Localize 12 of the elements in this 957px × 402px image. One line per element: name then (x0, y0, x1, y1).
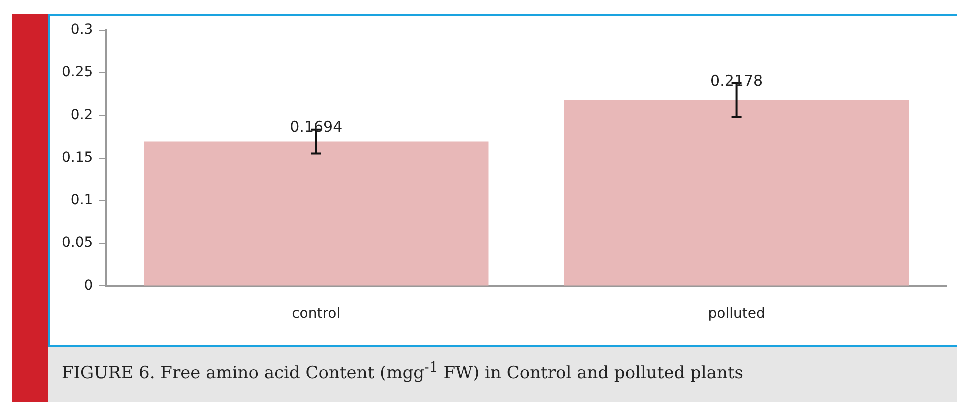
y-tick-label: 0.2 (70, 107, 94, 124)
caption: FIGURE 6. Free amino acid Content (mgg$^{-1}$ FW) in Control and polluted plants (48, 345, 957, 402)
data-label: 0.1694 (290, 118, 343, 136)
data-label: 0.2178 (710, 72, 764, 90)
y-tick-label: 0.15 (62, 150, 94, 166)
y-tick-label: 0 (84, 278, 94, 294)
x-tick-label: control (292, 306, 341, 322)
y-tick-label: 0.25 (62, 64, 94, 81)
y-tick-label: 0.3 (70, 22, 94, 38)
y-tick-label: 0.05 (62, 235, 94, 252)
y-tick-label: 0.1 (70, 192, 94, 209)
x-tick-label: polluted (708, 306, 766, 322)
